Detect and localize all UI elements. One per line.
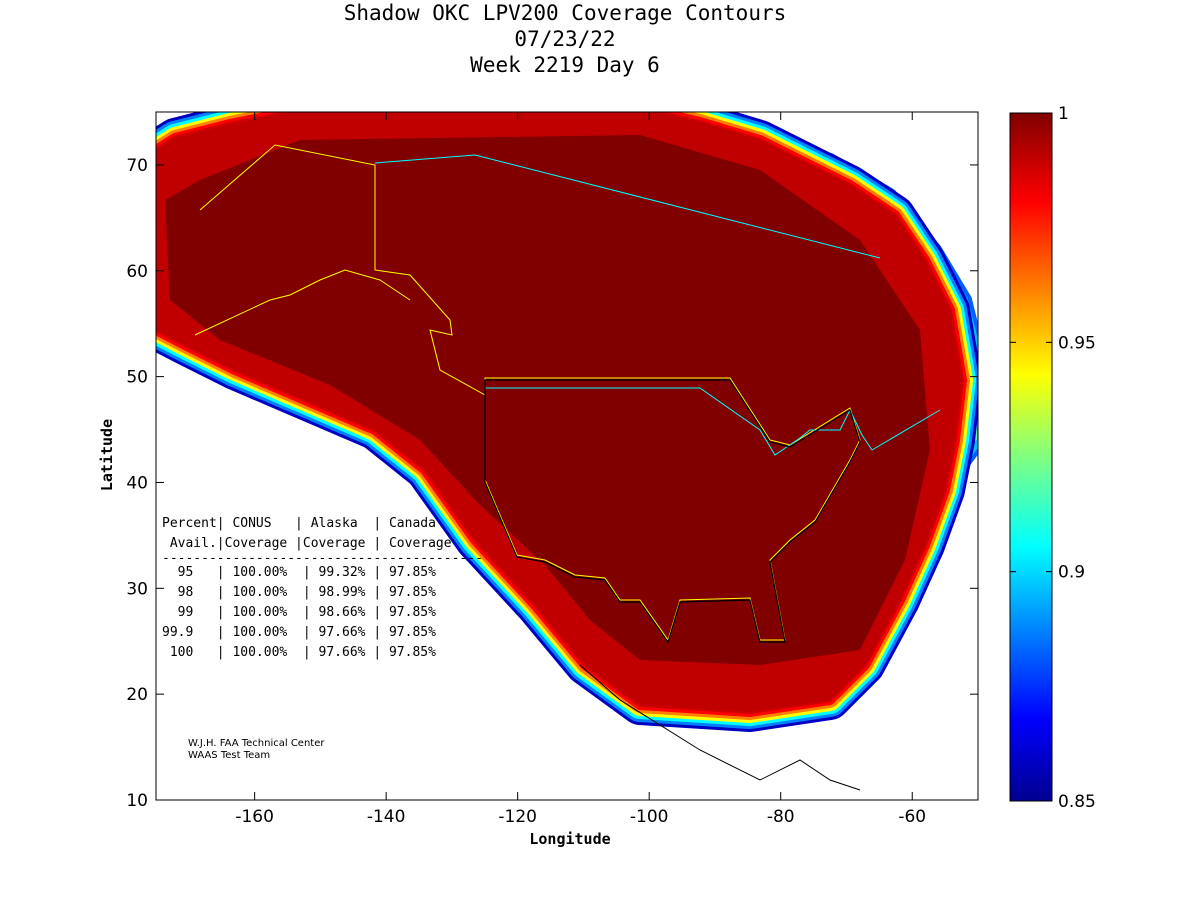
y-axis-label: Latitude (98, 419, 116, 491)
canada-north-border (374, 154, 881, 259)
y-tick-label: 20 (126, 685, 148, 705)
conus-coastline (484, 379, 861, 644)
x-tick-label: -140 (367, 807, 406, 827)
canada-border (485, 387, 941, 456)
table-row: 99.9 | 100.00% | 97.66% | 97.85% (162, 625, 436, 640)
table-row: 100 | 100.00% | 97.66% | 97.85% (162, 645, 436, 660)
y-tick-label: 70 (126, 156, 148, 176)
table-separator: ----------------------------------------… (162, 551, 483, 566)
x-tick-label: -100 (630, 807, 669, 827)
contour-full-coverage (165, 135, 930, 665)
table-row: 98 | 100.00% | 98.99% | 97.85% (162, 585, 436, 600)
credit-line-2: WAAS Test Team (188, 750, 271, 761)
x-tick-label: -80 (767, 807, 795, 827)
x-tick-label: -60 (898, 807, 926, 827)
chart-week: Week 2219 Day 6 (470, 53, 660, 77)
alaska-border (199, 144, 486, 396)
x-axis-label: Longitude (529, 830, 610, 848)
x-tick-label: -120 (498, 807, 537, 827)
x-tick-label: -160 (235, 807, 274, 827)
credit-line-1: W.J.H. FAA Technical Center (188, 738, 325, 749)
y-tick-label: 10 (126, 791, 148, 811)
credit: W.J.H. FAA Technical Center WAAS Test Te… (188, 738, 324, 762)
y-tick-label: 50 (126, 368, 148, 388)
map-borders (194, 144, 941, 791)
chart-date: 07/23/22 (514, 27, 616, 51)
plot-frame (155, 111, 979, 801)
coverage-table: Percent| CONUS | Alaska | Canada Avail.|… (162, 514, 483, 663)
colorbar-tick-label: 1 (1058, 104, 1069, 124)
chart-title: Shadow OKC LPV200 Coverage Contours (343, 1, 787, 25)
table-header-2: Avail.|Coverage |Coverage | Coverage (162, 536, 452, 551)
coverage-contours (156, 112, 978, 732)
colorbar-tick-label: 0.85 (1058, 792, 1096, 812)
y-tick-label: 60 (126, 262, 148, 282)
alaska-coast-border (194, 269, 411, 336)
central-america-coastline (579, 664, 861, 791)
y-tick-label: 40 (126, 473, 148, 493)
colorbar-tick-label: 0.95 (1058, 333, 1096, 353)
table-row: 99 | 100.00% | 98.66% | 97.85% (162, 605, 436, 620)
y-tick-label: 30 (126, 579, 148, 599)
table-header-1: Percent| CONUS | Alaska | Canada (162, 516, 436, 531)
table-row: 95 | 100.00% | 99.32% | 97.85% (162, 565, 436, 580)
colorbar (1009, 112, 1053, 802)
colorbar-tick-label: 0.9 (1058, 563, 1085, 583)
